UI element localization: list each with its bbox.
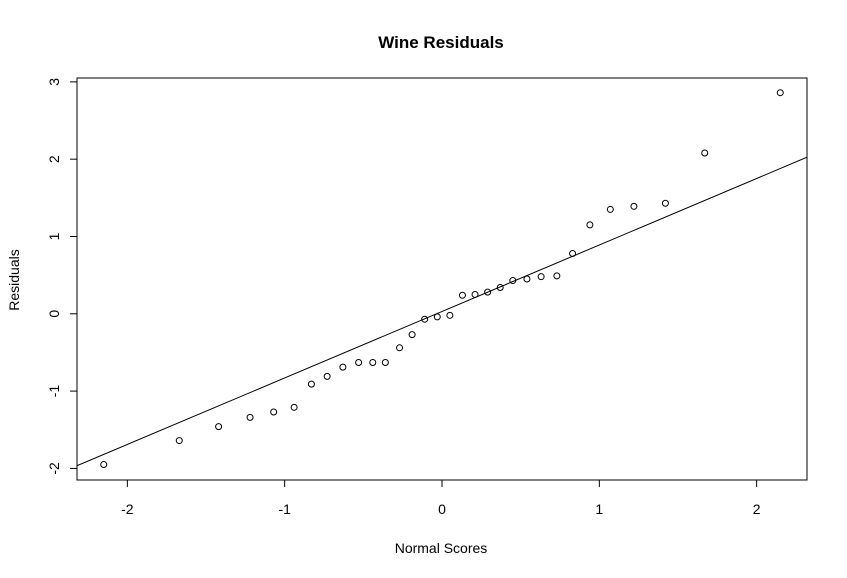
y-tick-label: -1 <box>46 385 62 398</box>
data-point <box>215 423 223 431</box>
data-point <box>484 288 492 296</box>
data-point <box>396 344 404 352</box>
x-axis: -2 -1 0 1 2 <box>121 479 761 517</box>
x-tick-label: 1 <box>595 501 603 517</box>
data-point <box>606 205 614 213</box>
data-point <box>471 290 479 298</box>
data-point <box>270 408 278 416</box>
x-tick-label: -1 <box>278 501 291 517</box>
x-tick-label: 0 <box>438 501 446 517</box>
data-point <box>433 313 441 321</box>
data-point <box>537 273 545 281</box>
data-point <box>100 461 108 469</box>
data-point <box>446 311 454 319</box>
y-tick-label: -2 <box>46 462 62 475</box>
data-point <box>355 358 363 366</box>
x-axis-label: Normal Scores <box>395 540 488 556</box>
data-point <box>701 149 709 157</box>
y-tick-label: 0 <box>46 310 62 318</box>
data-point <box>369 358 377 366</box>
data-point <box>339 363 347 371</box>
y-tick-label: 3 <box>46 78 62 86</box>
x-tick-label: -2 <box>121 501 134 517</box>
data-point <box>175 437 183 445</box>
data-point <box>290 403 298 411</box>
data-point <box>509 277 517 285</box>
data-point <box>523 275 531 283</box>
data-point <box>381 358 389 366</box>
data-point <box>776 89 784 97</box>
data-point <box>496 284 504 292</box>
data-point <box>246 413 254 421</box>
data-point <box>661 199 669 207</box>
data-point <box>323 372 331 380</box>
data-point <box>569 249 577 257</box>
data-point <box>421 315 429 323</box>
chart-title: Wine Residuals <box>378 33 504 52</box>
y-axis-label: Residuals <box>6 249 22 310</box>
y-tick-label: 2 <box>46 155 62 163</box>
data-point <box>630 202 638 210</box>
y-axis: -2 -1 0 1 2 3 <box>46 78 78 475</box>
data-point <box>586 221 594 229</box>
data-point <box>307 380 315 388</box>
data-point <box>553 272 561 280</box>
reference-line <box>77 156 807 467</box>
y-tick-label: 1 <box>46 232 62 240</box>
data-point <box>458 291 466 299</box>
data-point <box>408 331 416 339</box>
x-tick-label: 2 <box>753 501 761 517</box>
